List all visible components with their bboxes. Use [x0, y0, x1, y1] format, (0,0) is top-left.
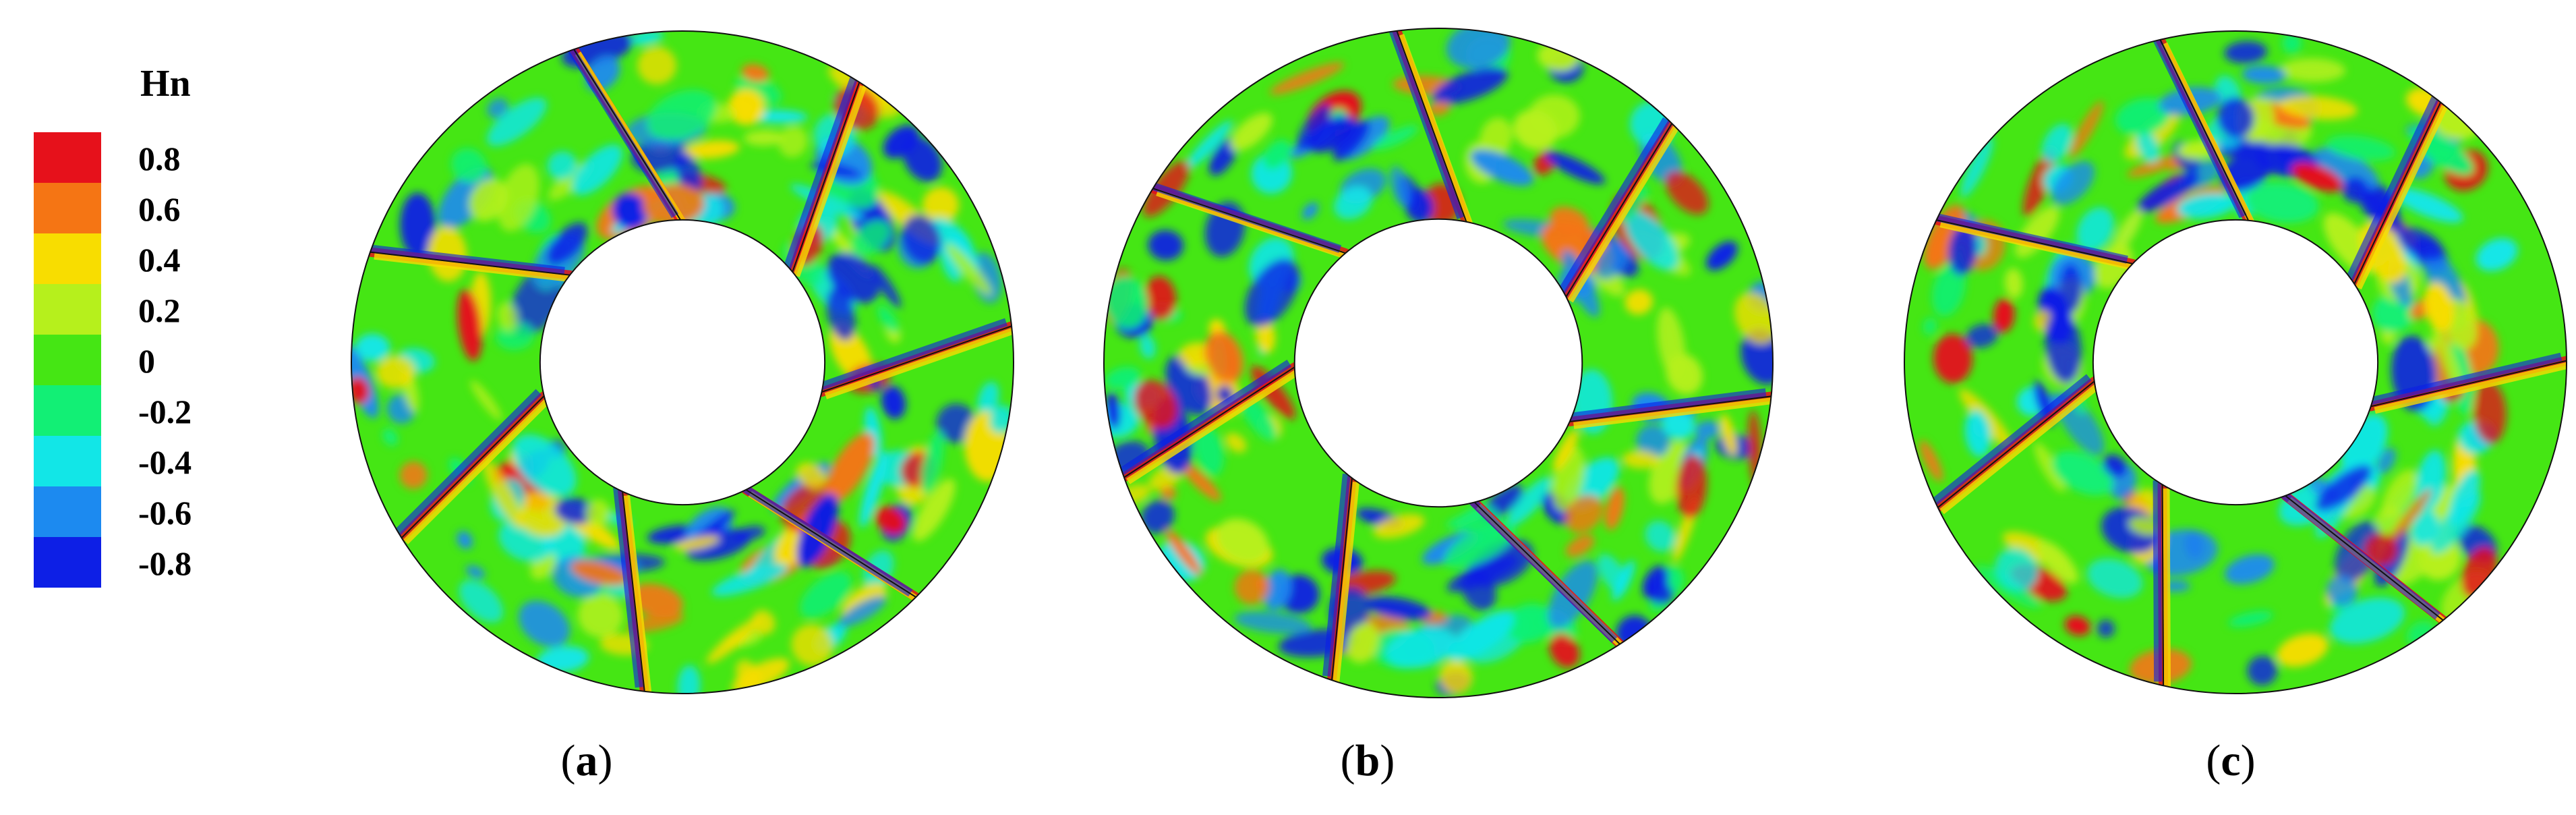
blade-line	[2161, 484, 2165, 686]
contour-disk-b	[1103, 28, 1774, 698]
blade-line	[2285, 495, 2444, 621]
outer-boundary	[1103, 28, 1774, 698]
outer-boundary	[351, 30, 1014, 694]
colorbar-label: 0.4	[138, 241, 181, 279]
blade-line	[1123, 366, 1295, 478]
colorbar-label: 0.8	[138, 140, 181, 177]
contour-disk-c	[1904, 30, 2567, 694]
blade-line	[2370, 360, 2567, 408]
colorbar-swatch	[34, 284, 101, 335]
colorbar	[34, 132, 101, 588]
blade-line	[745, 489, 916, 598]
inner-hub	[1293, 218, 1583, 508]
colorbar-swatch	[34, 335, 101, 385]
inner-hub	[2092, 219, 2379, 506]
colorbar-swatch	[34, 436, 101, 486]
blade-line	[1937, 381, 2095, 508]
blade-line	[2159, 39, 2250, 221]
panel-label-c: (c)	[2206, 736, 2256, 785]
blade-line	[370, 251, 570, 276]
legend-title: Hn	[140, 63, 191, 105]
colorbar-swatch	[34, 132, 101, 183]
colorbar-swatch	[34, 537, 101, 588]
colorbar-label: -0.6	[138, 494, 192, 532]
panel-label-b: (b)	[1340, 736, 1395, 785]
colorbar-label: -0.2	[138, 393, 192, 430]
blade-line	[401, 395, 545, 538]
blade-line	[1565, 123, 1673, 298]
blade-line	[1569, 395, 1772, 422]
blade-line	[1396, 30, 1467, 223]
panel-label-a: (a)	[560, 736, 613, 785]
blade-line	[1473, 501, 1620, 645]
colorbar-label: 0.2	[138, 291, 181, 329]
colorbar-label: -0.8	[138, 544, 192, 582]
colorbar-label: -0.4	[138, 443, 192, 481]
blade-line	[792, 82, 860, 273]
blade-line	[622, 491, 645, 692]
colorbar-label: 0	[138, 342, 155, 380]
outer-boundary	[1904, 30, 2567, 694]
blade-line	[2353, 102, 2442, 285]
colorbar-label: 0.6	[138, 190, 181, 228]
colorbar-swatch	[34, 385, 101, 436]
inner-hub	[539, 219, 826, 506]
blade-line	[1330, 478, 1353, 681]
blade-line	[573, 49, 681, 221]
colorbar-swatch	[34, 486, 101, 537]
blade-line	[821, 325, 1012, 393]
colorbar-swatch	[34, 183, 101, 233]
blade-line	[1152, 188, 1346, 254]
contour-disk-a	[351, 30, 1014, 694]
contour-field	[1104, 28, 1773, 698]
colorbar-swatch	[34, 233, 101, 284]
contour-field	[1904, 31, 2567, 694]
blade-line	[1936, 219, 2133, 264]
